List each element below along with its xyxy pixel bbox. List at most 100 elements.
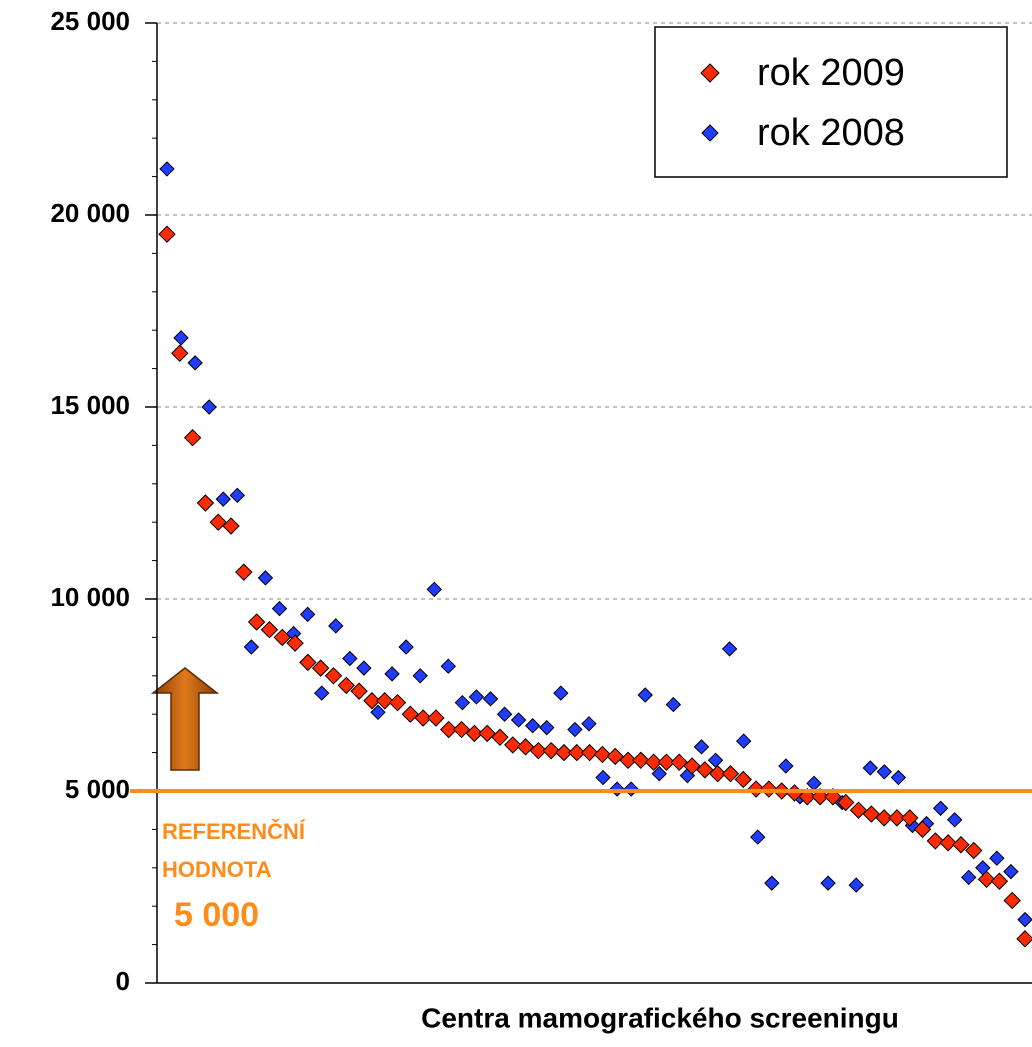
point [158, 225, 176, 243]
point [196, 494, 215, 512]
point [337, 676, 355, 695]
point [370, 704, 386, 720]
point [209, 513, 227, 531]
point [593, 745, 612, 764]
point [1003, 891, 1021, 910]
point [555, 743, 573, 762]
point [324, 667, 343, 685]
point [848, 877, 864, 893]
point [388, 693, 407, 712]
legend-marker [701, 124, 719, 142]
point [553, 685, 569, 701]
point [581, 716, 597, 732]
legend-label: rok 2008 [757, 112, 905, 154]
point [504, 736, 522, 754]
point [1017, 911, 1032, 928]
point [734, 770, 752, 789]
point [201, 399, 217, 415]
point [468, 689, 485, 705]
point [913, 820, 932, 839]
point [314, 685, 330, 701]
point [721, 641, 738, 657]
y-tick-label: 5 000 [65, 774, 130, 804]
point [171, 344, 189, 362]
point [567, 721, 583, 738]
point [952, 836, 970, 854]
point [632, 751, 650, 769]
point [529, 741, 548, 760]
point [510, 712, 527, 728]
point [876, 764, 893, 780]
point [235, 563, 253, 581]
point [657, 753, 676, 771]
point [888, 809, 906, 827]
y-tick-label: 20 000 [50, 198, 130, 228]
point [414, 709, 432, 727]
point [173, 330, 189, 346]
point [412, 668, 428, 684]
point [901, 809, 919, 827]
point [750, 829, 766, 845]
point [990, 872, 1009, 890]
point [363, 692, 381, 710]
point [516, 738, 535, 756]
point [299, 606, 316, 623]
point [707, 752, 724, 768]
point [496, 706, 513, 722]
point [820, 875, 836, 891]
point [961, 869, 977, 886]
point [311, 659, 330, 677]
point [683, 757, 701, 775]
point [299, 653, 317, 672]
point [215, 491, 231, 507]
point [875, 809, 893, 827]
point [398, 639, 414, 655]
point [568, 743, 586, 762]
point [286, 634, 304, 652]
point [478, 724, 496, 743]
point [542, 741, 560, 760]
point [482, 691, 499, 707]
point [862, 760, 878, 776]
point [637, 687, 653, 703]
point [926, 832, 945, 850]
point [606, 747, 624, 766]
point [247, 613, 266, 631]
x-axis-label: Centra mamografického screeningu [421, 1002, 899, 1033]
point [939, 834, 957, 852]
point [452, 720, 471, 739]
point [342, 650, 358, 667]
point [271, 600, 288, 617]
arrow [150, 667, 220, 771]
point [401, 705, 420, 723]
point [721, 765, 740, 783]
point [328, 618, 344, 634]
reference-label: REFERENČNÍ [162, 819, 306, 844]
point [187, 355, 203, 371]
y-tick-label: 15 000 [50, 390, 130, 420]
point [764, 875, 780, 891]
point [862, 805, 881, 823]
point [965, 841, 983, 860]
point [350, 682, 368, 700]
point [524, 718, 541, 734]
point [890, 769, 907, 786]
point [806, 775, 822, 792]
point [440, 658, 457, 674]
y-tick-label: 0 [116, 966, 130, 996]
point [222, 517, 240, 535]
y-tick-label: 10 000 [50, 582, 130, 612]
point [257, 570, 274, 586]
point [273, 628, 291, 647]
point [183, 429, 202, 447]
point [440, 720, 458, 739]
point [356, 660, 372, 676]
point [946, 812, 963, 828]
point [1016, 930, 1032, 948]
point [696, 761, 714, 779]
point [454, 694, 471, 711]
legend-label: rok 2009 [757, 52, 905, 94]
point [229, 487, 246, 504]
point [580, 743, 599, 762]
